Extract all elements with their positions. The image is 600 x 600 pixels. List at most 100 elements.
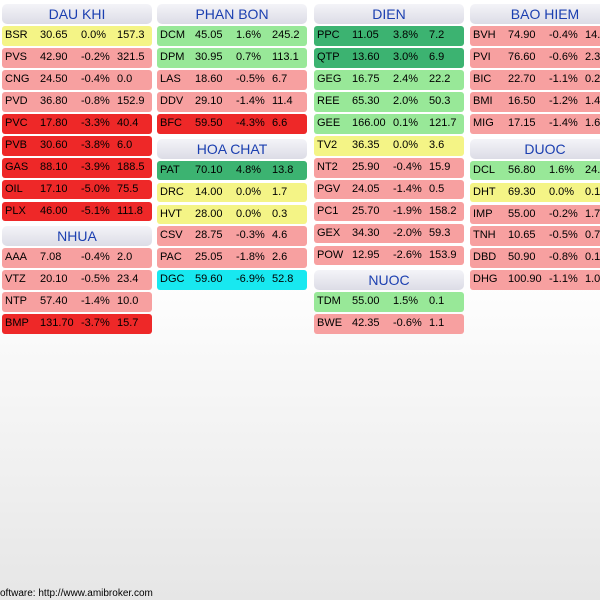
ticker-change: -0.5% xyxy=(236,72,265,85)
ticker-row-pvd[interactable]: PVD 36.80 -0.8% 152.9 xyxy=(2,91,152,112)
ticker-row-pvi[interactable]: PVI 76.60 -0.6% 2.3 xyxy=(470,47,600,68)
ticker-change: 2.0% xyxy=(393,94,419,107)
ticker-symbol: DHT xyxy=(473,185,496,198)
ticker-row-gex[interactable]: GEX 34.30 -2.0% 59.3 xyxy=(314,223,464,244)
ticker-symbol: MIG xyxy=(473,116,494,129)
ticker-row-bmi[interactable]: BMI 16.50 -1.2% 1.4 xyxy=(470,91,600,112)
ticker-row-aaa[interactable]: AAA 7.08 -0.4% 2.0 xyxy=(2,248,152,269)
ticker-row-ddv[interactable]: DDV 29.10 -1.4% 11.4 xyxy=(157,91,307,112)
ticker-price: 34.30 xyxy=(352,226,380,239)
ticker-row-pgv[interactable]: PGV 24.05 -1.4% 0.5 xyxy=(314,179,464,200)
ticker-row-vtz[interactable]: VTZ 20.10 -0.5% 23.4 xyxy=(2,270,152,291)
ticker-symbol: GEE xyxy=(317,116,341,129)
ticker-row-tnh[interactable]: TNH 10.65 -0.5% 0.7 xyxy=(470,226,600,247)
ticker-price: 131.70 xyxy=(40,317,74,330)
ticker-row-csv[interactable]: CSV 28.75 -0.3% 4.6 xyxy=(157,226,307,247)
ticker-price: 42.90 xyxy=(40,50,68,63)
ticker-row-pat[interactable]: PAT 70.10 4.8% 13.8 xyxy=(157,160,307,181)
ticker-change: -4.3% xyxy=(236,116,265,129)
ticker-volume: 6.6 xyxy=(272,116,288,129)
ticker-row-dhg[interactable]: DHG 100.90 -1.1% 1.0 xyxy=(470,270,600,291)
ticker-change: 0.0% xyxy=(236,185,262,198)
ticker-symbol: BVH xyxy=(473,29,496,41)
ticker-change: -0.8% xyxy=(81,94,110,107)
ticker-volume: 0.2 xyxy=(585,72,600,85)
ticker-row-geg[interactable]: GEG 16.75 2.4% 22.2 xyxy=(314,69,464,90)
ticker-symbol: NTP xyxy=(5,295,27,308)
ticker-row-hvt[interactable]: HVT 28.00 0.0% 0.3 xyxy=(157,204,307,225)
ticker-row-gee[interactable]: GEE 166.00 0.1% 121.7 xyxy=(314,113,464,134)
ticker-row-qtp[interactable]: QTP 13.60 3.0% 6.9 xyxy=(314,47,464,68)
ticker-volume: 50.3 xyxy=(429,94,451,107)
ticker-symbol: PVB xyxy=(5,138,28,151)
ticker-volume: 15.9 xyxy=(429,160,451,173)
ticker-row-bic[interactable]: BIC 22.70 -1.1% 0.2 xyxy=(470,69,600,90)
column-2: PHAN BON DCM 45.05 1.6% 245.2 DPM 30.95 0.7% 113… xyxy=(157,4,307,295)
ticker-row-imp[interactable]: IMP 55.00 -0.2% 1.7 xyxy=(470,204,600,225)
ticker-row-bsr[interactable]: BSR 30.65 0.0% 157.3 xyxy=(2,26,152,46)
ticker-row-plx[interactable]: PLX 46.00 -5.1% 111.8 xyxy=(2,201,152,222)
ticker-row-dbd[interactable]: DBD 50.90 -0.8% 0.1 xyxy=(470,248,600,269)
footer-credit: oftware: http://www.amibroker.com xyxy=(0,588,153,599)
ticker-row-oil[interactable]: OIL 17.10 -5.0% 75.5 xyxy=(2,179,152,200)
ticker-row-dpm[interactable]: DPM 30.95 0.7% 113.1 xyxy=(157,47,307,68)
ticker-row-cng[interactable]: CNG 24.50 -0.4% 0.0 xyxy=(2,69,152,90)
ticker-symbol: LAS xyxy=(160,72,181,85)
ticker-change: -1.8% xyxy=(236,251,265,264)
ticker-row-gas[interactable]: GAS 88.10 -3.9% 188.5 xyxy=(2,157,152,178)
ticker-symbol: PAT xyxy=(160,163,180,176)
ticker-row-bmp[interactable]: BMP 131.70 -3.7% 15.7 xyxy=(2,314,152,335)
ticker-volume: 22.2 xyxy=(429,72,451,85)
ticker-row-drc[interactable]: DRC 14.00 0.0% 1.7 xyxy=(157,182,307,203)
ticker-price: 13.60 xyxy=(352,50,380,63)
ticker-price: 29.10 xyxy=(195,94,223,107)
ticker-price: 18.60 xyxy=(195,72,223,85)
ticker-row-las[interactable]: LAS 18.60 -0.5% 6.7 xyxy=(157,69,307,90)
ticker-price: 28.75 xyxy=(195,229,223,242)
ticker-row-pac[interactable]: PAC 25.05 -1.8% 2.6 xyxy=(157,248,307,269)
sector-group-dau-khi: DAU KHI BSR 30.65 0.0% 157.3 PVS 42.90 -0.2% 321… xyxy=(2,4,152,222)
ticker-row-tdm[interactable]: TDM 55.00 1.5% 0.1 xyxy=(314,292,464,313)
ticker-change: -3.9% xyxy=(81,160,110,173)
ticker-row-bvh[interactable]: BVH 74.90 -0.4% 14.7 xyxy=(470,26,600,46)
ticker-volume: 75.5 xyxy=(117,182,139,195)
ticker-row-ntp[interactable]: NTP 57.40 -1.4% 10.0 xyxy=(2,292,152,313)
ticker-symbol: BMP xyxy=(5,317,29,330)
ticker-price: 24.50 xyxy=(40,72,68,85)
ticker-row-ppc[interactable]: PPC 11.05 3.8% 7.2 xyxy=(314,26,464,46)
ticker-row-pvs[interactable]: PVS 42.90 -0.2% 321.5 xyxy=(2,47,152,68)
ticker-change: -0.4% xyxy=(393,160,422,173)
ticker-volume: 7.2 xyxy=(429,29,445,41)
ticker-volume: 0.0 xyxy=(117,72,133,85)
ticker-row-mig[interactable]: MIG 17.15 -1.4% 1.6 xyxy=(470,113,600,134)
ticker-row-pvb[interactable]: PVB 30.60 -3.8% 6.0 xyxy=(2,135,152,156)
ticker-change: -3.7% xyxy=(81,317,110,330)
ticker-price: 17.10 xyxy=(40,182,68,195)
ticker-row-dgc[interactable]: DGC 59.60 -6.9% 52.8 xyxy=(157,270,307,291)
sector-group-nhua: NHUA AAA 7.08 -0.4% 2.0 VTZ 20.10 -0.5% 23.4 NTP 5… xyxy=(2,226,152,335)
ticker-row-bfc[interactable]: BFC 59.50 -4.3% 6.6 xyxy=(157,113,307,134)
ticker-price: 11.05 xyxy=(352,29,379,41)
ticker-row-dcl[interactable]: DCL 56.80 1.6% 24.2 xyxy=(470,160,600,181)
ticker-row-dht[interactable]: DHT 69.30 0.0% 0.1 xyxy=(470,182,600,203)
ticker-row-dcm[interactable]: DCM 45.05 1.6% 245.2 xyxy=(157,26,307,46)
ticker-symbol: BSR xyxy=(5,29,28,41)
ticker-row-pc1[interactable]: PC1 25.70 -1.9% 158.2 xyxy=(314,201,464,222)
ticker-symbol: PPC xyxy=(317,29,340,41)
ticker-row-nt2[interactable]: NT2 25.90 -0.4% 15.9 xyxy=(314,157,464,178)
ticker-row-ree[interactable]: REE 65.30 2.0% 50.3 xyxy=(314,91,464,112)
ticker-row-tv2[interactable]: TV2 36.35 0.0% 3.6 xyxy=(314,135,464,156)
ticker-change: -1.4% xyxy=(549,116,578,129)
ticker-row-bwe[interactable]: BWE 42.35 -0.6% 1.1 xyxy=(314,314,464,335)
ticker-volume: 14.7 xyxy=(585,29,600,41)
ticker-change: -1.2% xyxy=(549,94,578,107)
ticker-row-pvc[interactable]: PVC 17.80 -3.3% 40.4 xyxy=(2,113,152,134)
ticker-change: 0.7% xyxy=(236,50,262,63)
ticker-volume: 0.1 xyxy=(585,251,600,264)
ticker-volume: 23.4 xyxy=(117,273,139,286)
ticker-volume: 157.3 xyxy=(117,29,145,41)
ticker-price: 12.95 xyxy=(352,248,380,261)
column-3: DIEN PPC 11.05 3.8% 7.2 QTP 13.60 3.0% 6.9 GEG 16.… xyxy=(314,4,464,339)
ticker-row-pow[interactable]: POW 12.95 -2.6% 153.9 xyxy=(314,245,464,266)
ticker-price: 36.80 xyxy=(40,94,68,107)
